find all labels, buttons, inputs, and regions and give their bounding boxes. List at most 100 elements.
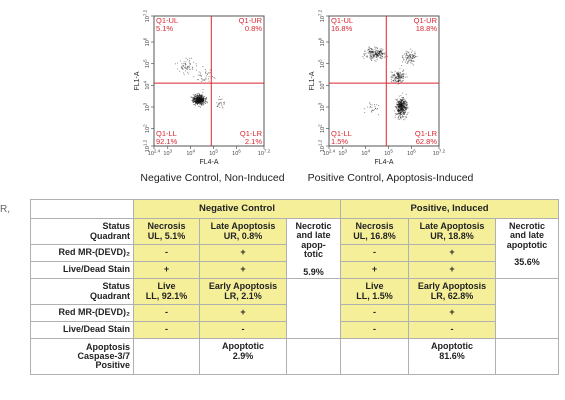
data-point bbox=[207, 72, 209, 74]
data-point bbox=[405, 106, 407, 108]
data-point bbox=[396, 105, 398, 107]
pos-apoptotic-cell: Apoptotic 81.6% bbox=[408, 338, 496, 376]
data-point bbox=[404, 100, 406, 101]
data-point bbox=[369, 57, 371, 59]
data-point bbox=[207, 102, 209, 104]
y-tick-label-group: 103 bbox=[318, 102, 327, 111]
data-point bbox=[205, 98, 207, 100]
data-point bbox=[400, 100, 402, 102]
data-point bbox=[195, 69, 197, 71]
data-point bbox=[394, 75, 396, 77]
data-point bbox=[218, 103, 220, 105]
data-point bbox=[222, 106, 223, 108]
data-point bbox=[401, 105, 403, 106]
data-point bbox=[405, 59, 407, 60]
data-point bbox=[406, 102, 408, 104]
data-point bbox=[374, 104, 376, 105]
data-point bbox=[397, 109, 398, 111]
data-point bbox=[366, 55, 368, 57]
data-point bbox=[371, 48, 373, 50]
data-point bbox=[410, 53, 412, 55]
data-point bbox=[405, 108, 407, 110]
data-point bbox=[407, 56, 409, 58]
data-point bbox=[195, 63, 197, 65]
data-point bbox=[396, 99, 398, 101]
data-point bbox=[196, 102, 198, 104]
data-point bbox=[193, 76, 195, 78]
y-tick-label: 102 bbox=[143, 124, 152, 133]
x-tick-label: 105 bbox=[384, 149, 393, 158]
data-point bbox=[403, 101, 405, 103]
data-point bbox=[405, 50, 407, 52]
data-point bbox=[412, 58, 414, 60]
data-point bbox=[409, 59, 411, 61]
data-point bbox=[400, 105, 402, 107]
data-point bbox=[363, 53, 365, 55]
data-point bbox=[402, 101, 404, 103]
data-point bbox=[404, 102, 406, 104]
data-point bbox=[199, 102, 201, 104]
data-point bbox=[181, 67, 183, 69]
data-point bbox=[403, 105, 405, 107]
data-point bbox=[399, 103, 401, 105]
y-tick-label-group: 103 bbox=[143, 102, 152, 111]
x-axis-label: FL4-A bbox=[199, 159, 218, 166]
data-point bbox=[403, 119, 405, 121]
data-point bbox=[371, 57, 373, 59]
data-point bbox=[405, 94, 407, 96]
data-point bbox=[387, 56, 388, 58]
data-point bbox=[378, 52, 380, 54]
data-point bbox=[399, 78, 401, 80]
data-point bbox=[405, 57, 407, 59]
data-point bbox=[196, 103, 198, 104]
quadrant-name-ur: Q1-UR bbox=[239, 16, 263, 25]
data-point bbox=[402, 97, 404, 99]
data-point bbox=[396, 72, 398, 74]
data-point bbox=[199, 99, 200, 101]
pos-apoptotic-blank-2 bbox=[494, 338, 560, 376]
data-point bbox=[379, 51, 381, 53]
data-point bbox=[368, 50, 370, 52]
data-point bbox=[195, 98, 197, 100]
data-point bbox=[401, 110, 403, 112]
data-point bbox=[185, 61, 187, 63]
data-point bbox=[368, 51, 370, 53]
data-point bbox=[396, 73, 398, 75]
data-point bbox=[367, 49, 369, 51]
data-point bbox=[395, 106, 397, 108]
data-point bbox=[406, 62, 408, 64]
data-point bbox=[379, 53, 381, 55]
table-row: Live/Dead Stain + + + + bbox=[30, 261, 559, 280]
data-point bbox=[381, 52, 383, 54]
data-point bbox=[413, 55, 415, 57]
data-point bbox=[187, 66, 189, 68]
data-point bbox=[374, 54, 375, 56]
data-point bbox=[198, 101, 200, 103]
data-point bbox=[197, 95, 199, 96]
data-point bbox=[407, 113, 409, 115]
data-point bbox=[376, 54, 378, 56]
data-point bbox=[400, 106, 402, 108]
data-point bbox=[398, 107, 400, 109]
data-point bbox=[201, 78, 203, 80]
data-point bbox=[394, 70, 396, 72]
data-point bbox=[200, 102, 202, 104]
data-point bbox=[397, 98, 399, 100]
data-point bbox=[199, 74, 201, 76]
data-point bbox=[407, 61, 409, 63]
data-point bbox=[397, 116, 399, 118]
data-point bbox=[187, 73, 189, 75]
flow-plot-positive-svg: 102.4 103 104 105 106 107.2101.21021031041051… bbox=[309, 9, 446, 166]
data-point bbox=[201, 105, 203, 107]
data-point bbox=[176, 68, 178, 70]
data-point bbox=[364, 50, 366, 52]
quadrant-name-ll: Q1-LL bbox=[331, 129, 352, 138]
data-point bbox=[402, 106, 404, 108]
data-point bbox=[411, 54, 413, 56]
data-point bbox=[400, 103, 402, 105]
data-point bbox=[399, 72, 401, 74]
data-point bbox=[379, 54, 381, 56]
data-point bbox=[203, 103, 205, 105]
data-point bbox=[368, 46, 370, 48]
data-point bbox=[401, 105, 403, 107]
